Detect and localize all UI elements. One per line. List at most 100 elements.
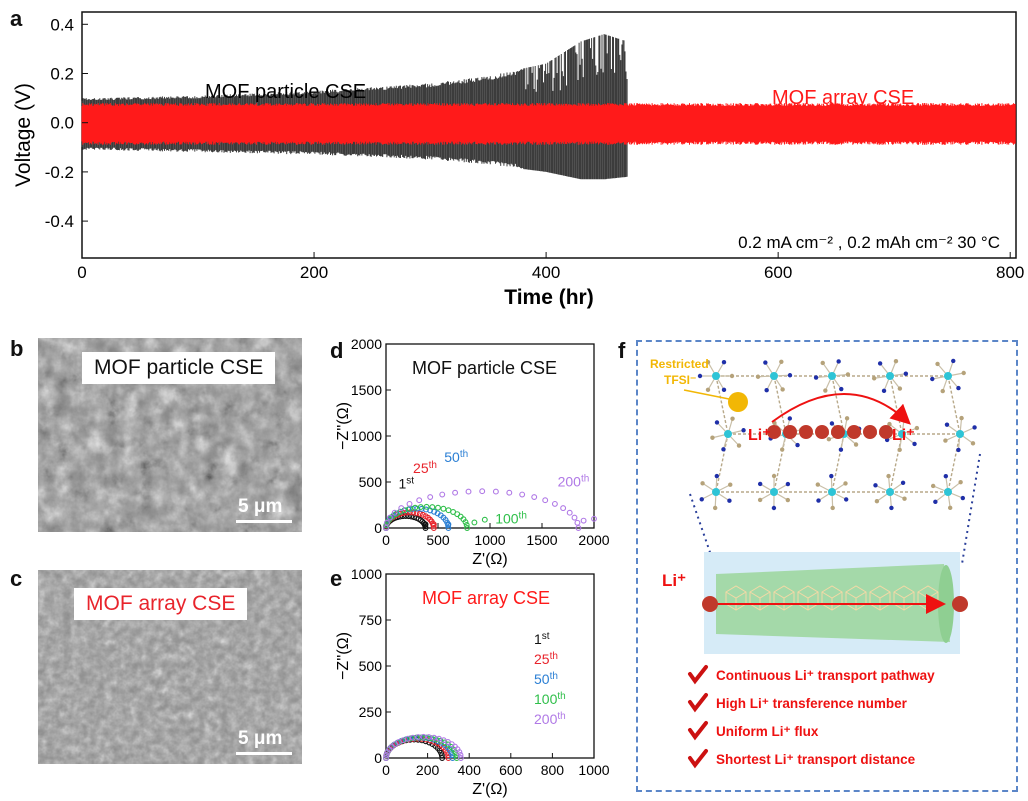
data-point xyxy=(449,755,456,761)
data-point xyxy=(429,504,436,511)
li-ion-ball xyxy=(831,425,845,439)
atom xyxy=(940,388,945,394)
y-tick-label: 1000 xyxy=(351,428,382,444)
li-ion-right-ball xyxy=(952,596,968,612)
data-point xyxy=(398,505,405,512)
data-point xyxy=(439,491,446,498)
atom xyxy=(930,376,935,382)
voltage-time-chart: 0 200 400 600 800 0.4 0.2 0.0 -0.2 -0.4 Time (hr) V… xyxy=(12,11,1024,309)
atom xyxy=(779,447,785,452)
metal-node xyxy=(956,430,964,438)
atom xyxy=(730,416,735,421)
atom xyxy=(956,385,961,391)
feature-text: Uniform Li⁺ flux xyxy=(716,724,819,739)
atom xyxy=(780,387,785,392)
series-label-sup: th xyxy=(550,651,558,662)
metal-node xyxy=(886,372,894,380)
x-tick-label-a: 400 xyxy=(532,263,560,282)
atom xyxy=(700,481,705,486)
atom xyxy=(764,388,769,393)
data-point xyxy=(440,505,447,512)
data-point xyxy=(445,525,452,531)
x-tick-label-a: 600 xyxy=(764,263,792,282)
data-point xyxy=(506,489,513,496)
li-ion-ball xyxy=(847,425,861,439)
series-label: 50th xyxy=(444,449,468,465)
atom xyxy=(755,374,761,379)
y-tick-label-a: -0.2 xyxy=(45,163,74,182)
data-point xyxy=(383,752,390,758)
data-point xyxy=(410,509,417,516)
y-tick-label: 750 xyxy=(359,612,383,628)
panel-label-a: a xyxy=(10,6,23,31)
panel-label-e: e xyxy=(330,566,343,591)
data-point xyxy=(574,519,581,526)
atom xyxy=(721,359,727,365)
data-point xyxy=(445,507,452,514)
schematic-panel: Restricted TFSI⁻ Li⁺ Li⁺ Li⁺ Continuous … xyxy=(636,340,1018,792)
atom xyxy=(881,388,887,394)
data-point xyxy=(435,504,441,511)
atom xyxy=(785,481,791,487)
data-point xyxy=(406,509,413,516)
data-point xyxy=(383,755,389,761)
data-point xyxy=(417,504,424,511)
li-label-left: Li⁺ xyxy=(748,427,771,444)
chart-title: MOF particle CSE xyxy=(412,358,557,378)
series-label-sup: th xyxy=(557,691,565,702)
atom xyxy=(958,479,963,485)
x-tick-label-a: 0 xyxy=(77,263,86,282)
data-point xyxy=(591,515,597,522)
atom xyxy=(944,422,950,427)
atom xyxy=(914,425,920,431)
data-point xyxy=(406,500,413,507)
atom xyxy=(933,499,938,505)
feature-text: Shortest Li⁺ transport distance xyxy=(716,752,916,767)
li-hop-arrow xyxy=(771,393,911,425)
checkmark-icon xyxy=(688,749,708,769)
projection-line-right xyxy=(961,453,981,565)
metal-node xyxy=(712,488,720,496)
y-tick-label: 2000 xyxy=(351,336,382,352)
data-point xyxy=(416,497,423,504)
atom xyxy=(956,447,961,453)
data-point xyxy=(438,749,444,756)
metal-node xyxy=(944,488,952,496)
atom xyxy=(843,481,848,486)
x-tick-label: 1000 xyxy=(578,762,609,778)
data-point xyxy=(471,519,478,526)
metal-node xyxy=(828,372,836,380)
atom xyxy=(829,473,834,479)
atom xyxy=(886,473,891,479)
series-label: 25th xyxy=(413,460,437,476)
tfsi-anion-icon xyxy=(728,392,748,412)
tfsi-leader-line xyxy=(683,389,735,401)
metal-node xyxy=(724,430,732,438)
data-point xyxy=(481,516,488,523)
x-tick-label: 1500 xyxy=(526,532,557,548)
data-point xyxy=(439,755,446,761)
data-point xyxy=(422,525,429,531)
series-label: 100th xyxy=(495,510,527,526)
y-axis-label: −Z''(Ω) xyxy=(335,632,352,680)
data-point xyxy=(580,517,587,524)
data-point xyxy=(391,509,398,516)
atom xyxy=(951,358,956,364)
data-point xyxy=(445,752,452,759)
data-point xyxy=(560,505,567,512)
data-point xyxy=(456,749,463,755)
atom xyxy=(736,443,742,448)
y-tick-label-a: 0.0 xyxy=(50,114,74,133)
li-ion-ball xyxy=(767,425,781,439)
atom xyxy=(943,473,949,479)
atom xyxy=(838,447,844,452)
atom xyxy=(771,505,777,511)
y-tick-label: 0 xyxy=(374,520,382,536)
feature-text: High Li⁺ transference number xyxy=(716,696,908,711)
atom xyxy=(829,421,835,426)
atom xyxy=(943,438,948,443)
atom xyxy=(853,442,859,447)
panel-label-c: c xyxy=(10,566,23,591)
atom xyxy=(785,497,791,503)
atom xyxy=(712,505,718,511)
